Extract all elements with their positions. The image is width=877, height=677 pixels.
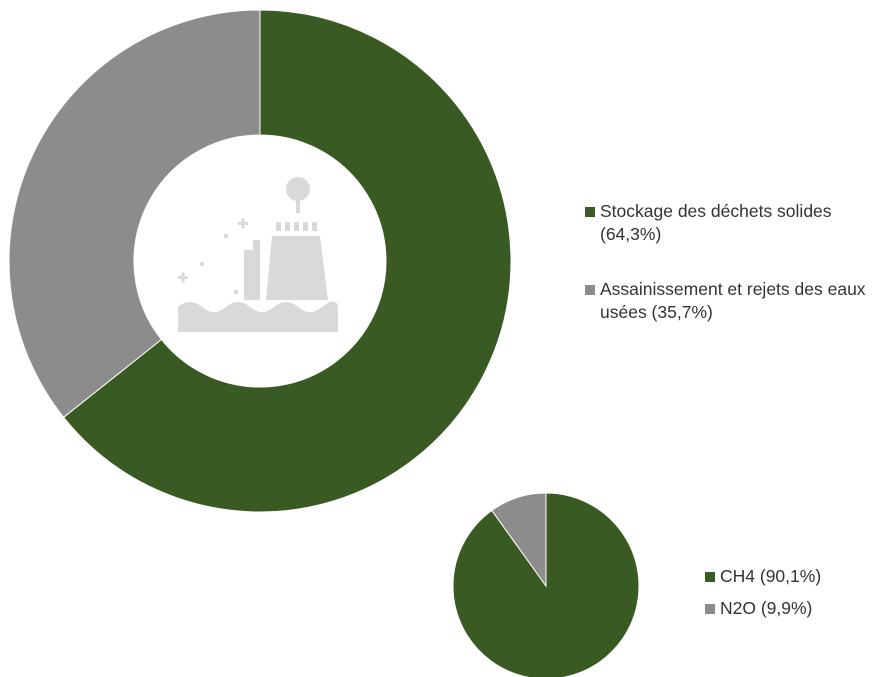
pie-slice-n2o — [491, 492, 547, 588]
legend-swatch-stockage — [585, 207, 595, 217]
donut-chart — [8, 9, 512, 513]
waste-treatment-icon — [178, 177, 338, 332]
legend-swatch-ch4 — [705, 572, 715, 582]
pie-chart — [452, 492, 640, 677]
legend-label-stockage: Stockage des déchets solides (64,3%) — [600, 201, 832, 244]
legend-swatch-assainissement — [585, 285, 595, 295]
legend-label-assainissement: Assainissement et rejets des eaux usées … — [600, 279, 866, 322]
donut-slice-stockage — [62, 9, 512, 513]
legend-label-ch4: CH4 (90,1%) — [720, 566, 822, 586]
legend-swatch-n2o — [705, 604, 715, 614]
legend-label-n2o: N2O (9,9%) — [720, 598, 813, 618]
pie-slice-ch4 — [452, 492, 640, 677]
donut-legend: Stockage des déchets solides (64,3%) Ass… — [585, 200, 877, 330]
pie-legend: CH4 (90,1%) N2O (9,9%) — [705, 565, 877, 625]
donut-slice-assainissement — [8, 9, 261, 419]
